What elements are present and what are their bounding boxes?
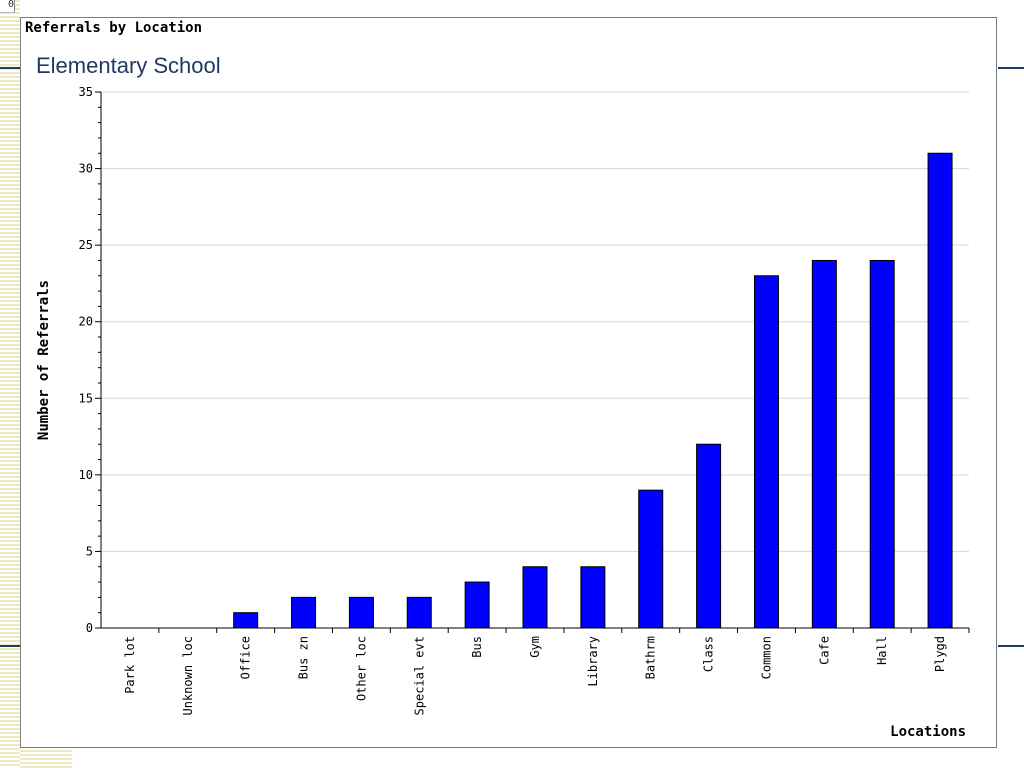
x-tick-label: Gym bbox=[528, 636, 542, 658]
bar-6 bbox=[464, 581, 490, 629]
x-tick-label: Hall bbox=[875, 636, 889, 665]
x-tick-label: Bathrm bbox=[644, 636, 658, 679]
bar-8 bbox=[580, 566, 606, 629]
bar-3 bbox=[291, 596, 317, 629]
x-axis-title: Locations bbox=[890, 724, 966, 740]
y-tick-label: 15 bbox=[79, 391, 93, 405]
x-tick-label: Common bbox=[759, 636, 773, 679]
bar-14 bbox=[927, 152, 953, 629]
chart-frame: Referrals by Location Elementary School … bbox=[20, 17, 997, 748]
y-tick-label: 35 bbox=[79, 85, 93, 99]
x-tick-label: Bus zn bbox=[297, 636, 311, 679]
y-tick-label: 5 bbox=[86, 544, 93, 558]
x-tick-label: Unknown loc bbox=[181, 636, 195, 715]
bar-9 bbox=[638, 489, 664, 629]
y-tick-label: 10 bbox=[79, 468, 93, 482]
x-tick-label: Cafe bbox=[817, 636, 831, 665]
x-tick-label: Library bbox=[586, 636, 600, 687]
bar-chart: 0 5 10 15 20 25 30 35 Park lot Unknown loc Office B… bbox=[36, 85, 970, 740]
x-tick-label: Plygd bbox=[933, 636, 947, 672]
slide-rule-top-left bbox=[0, 67, 20, 69]
x-tick-label: Park lot bbox=[123, 636, 137, 694]
corner-mark: 0 bbox=[0, 0, 15, 13]
x-tick-label: Other loc bbox=[354, 636, 368, 701]
x-tick-label: Special evt bbox=[412, 636, 426, 715]
y-tick-label: 30 bbox=[79, 162, 93, 176]
slide-stripe-decoration bbox=[0, 0, 20, 768]
y-tick-label: 25 bbox=[79, 238, 93, 252]
bar-13 bbox=[869, 259, 895, 629]
bar-10 bbox=[696, 443, 722, 629]
slide-rule-bottom-right bbox=[998, 645, 1024, 647]
bar-4 bbox=[348, 596, 374, 629]
slide-rule-bottom-left bbox=[0, 645, 20, 647]
slide-rule-top-right bbox=[998, 67, 1024, 69]
chart-subtitle: Elementary School bbox=[36, 53, 221, 78]
x-tick-label: Bus bbox=[470, 636, 484, 658]
y-axis-title: Number of Referrals bbox=[36, 280, 52, 440]
chart-title: Referrals by Location bbox=[25, 20, 203, 36]
x-tick-label: Class bbox=[702, 636, 716, 672]
bar-7 bbox=[522, 566, 548, 629]
y-tick-label: 20 bbox=[79, 315, 93, 329]
bar-11 bbox=[753, 275, 779, 629]
bar-2 bbox=[233, 612, 259, 629]
slide-stripe-footer bbox=[20, 750, 72, 768]
bar-5 bbox=[406, 596, 432, 629]
bar-12 bbox=[811, 259, 837, 629]
x-tick-label: Office bbox=[239, 636, 253, 679]
y-tick-label: 0 bbox=[86, 621, 93, 635]
